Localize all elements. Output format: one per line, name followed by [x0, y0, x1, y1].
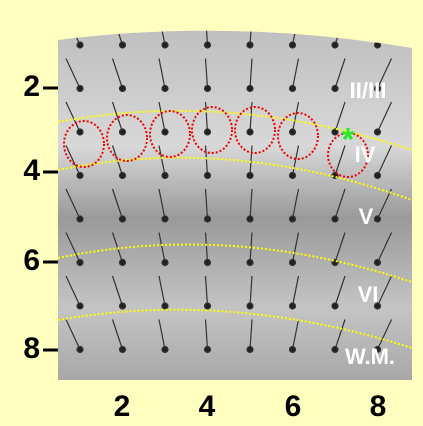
electrode — [247, 260, 253, 266]
electrode — [77, 347, 83, 353]
electrode — [162, 347, 168, 353]
x-tick-label: 6 — [285, 390, 302, 423]
x-tick-label: 2 — [114, 390, 131, 423]
electrode — [162, 303, 168, 309]
electrode — [77, 129, 83, 135]
electrode — [332, 86, 338, 92]
electrode — [332, 216, 338, 222]
layer-label: II/III — [350, 78, 387, 103]
electrode — [162, 129, 168, 135]
electrode — [205, 303, 211, 309]
electrode — [205, 86, 211, 92]
electrode — [205, 173, 211, 179]
y-tick-label: 8 — [23, 332, 40, 365]
electrode — [290, 260, 296, 266]
svg-text:*: * — [342, 121, 355, 157]
electrode — [120, 42, 126, 48]
electrode — [375, 216, 381, 222]
electrode — [332, 42, 338, 48]
electrode — [247, 86, 253, 92]
x-tick-label: 4 — [199, 390, 216, 423]
electrode — [77, 42, 83, 48]
electrode — [120, 303, 126, 309]
electrode — [120, 216, 126, 222]
electrode — [120, 260, 126, 266]
electrode — [375, 173, 381, 179]
electrode — [77, 216, 83, 222]
electrode — [290, 216, 296, 222]
x-tick-label: 8 — [370, 390, 387, 423]
electrode — [120, 86, 126, 92]
electrode — [162, 42, 168, 48]
y-tick-label: 2 — [23, 70, 40, 103]
electrode — [77, 260, 83, 266]
electrode — [290, 347, 296, 353]
electrode — [247, 303, 253, 309]
electrode — [77, 173, 83, 179]
electrode — [120, 347, 126, 353]
electrode — [290, 129, 296, 135]
electrode — [290, 173, 296, 179]
electrode — [290, 86, 296, 92]
electrode — [247, 42, 253, 48]
micrograph: * — [58, 15, 412, 380]
electrode — [205, 216, 211, 222]
electrode — [162, 173, 168, 179]
electrode — [375, 129, 381, 135]
electrode — [332, 303, 338, 309]
electrode — [205, 347, 211, 353]
figure: * 2 4 6 8 2 4 6 8 II/III IV V VI W.M. — [0, 0, 423, 426]
layer-label: W.M. — [345, 344, 395, 369]
electrode — [247, 347, 253, 353]
electrode — [375, 260, 381, 266]
electrode — [205, 129, 211, 135]
electrode — [290, 303, 296, 309]
electrode — [247, 129, 253, 135]
electrode — [162, 260, 168, 266]
electrode — [120, 129, 126, 135]
electrode — [120, 173, 126, 179]
layer-label: VI — [358, 282, 379, 307]
electrode — [162, 216, 168, 222]
electrode — [77, 86, 83, 92]
y-tick-label: 4 — [23, 154, 40, 187]
electrode — [247, 173, 253, 179]
electrode — [205, 260, 211, 266]
y-tick-label: 6 — [23, 244, 40, 277]
electrode — [247, 216, 253, 222]
layer-label: V — [359, 204, 374, 229]
electrode — [162, 86, 168, 92]
layer-label: IV — [355, 142, 376, 167]
electrode — [332, 347, 338, 353]
electrode — [77, 303, 83, 309]
electrode — [290, 42, 296, 48]
electrode — [205, 42, 211, 48]
